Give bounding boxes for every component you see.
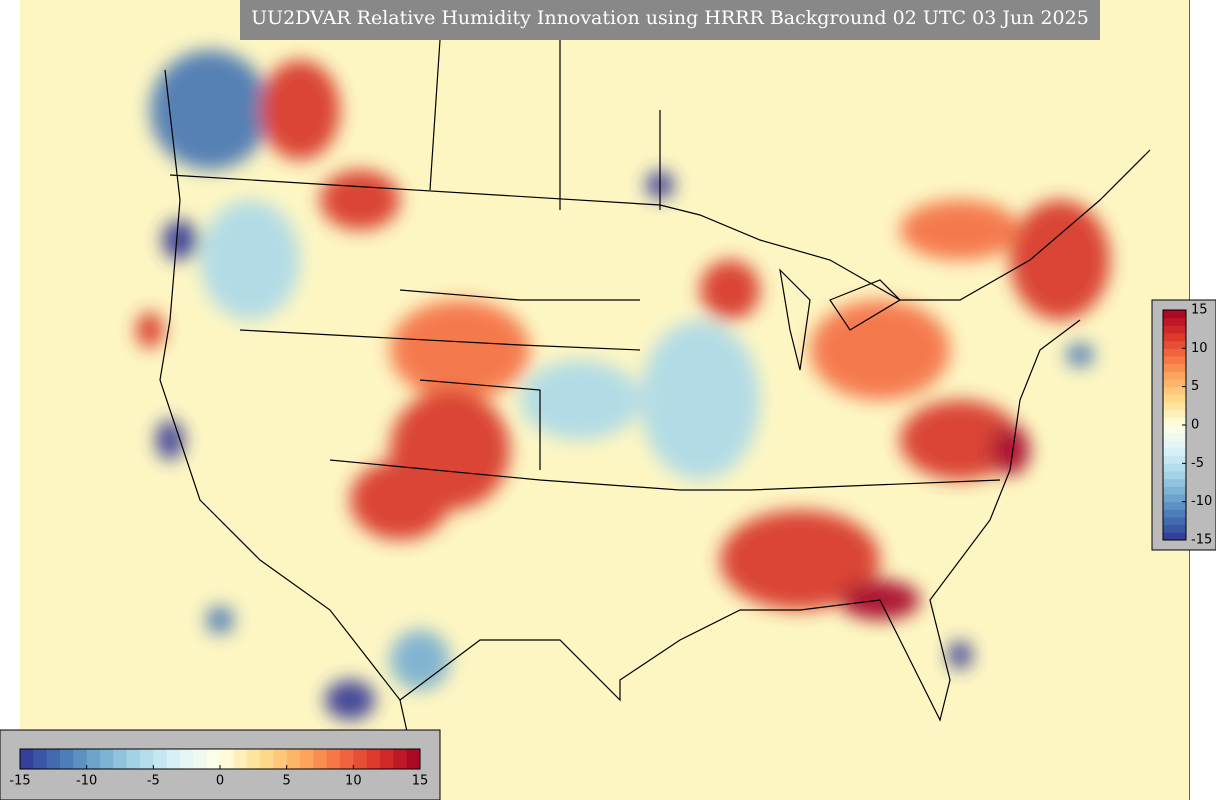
colorbar-step <box>1163 356 1186 365</box>
colorbar-step <box>140 749 154 769</box>
colorbar-step <box>1163 425 1186 434</box>
colorbar-step <box>33 749 48 769</box>
colorbar-step <box>1163 494 1186 503</box>
colorbar-step <box>220 749 234 769</box>
colorbar-step <box>1163 486 1186 495</box>
tick-label: 10 <box>345 774 362 789</box>
colorbar-step <box>1163 409 1186 418</box>
colorbar-step <box>20 749 34 769</box>
colorbar-step <box>1163 463 1186 472</box>
colorbar-step <box>1163 317 1186 326</box>
colorbar-step <box>1163 333 1186 342</box>
colorbar-step <box>273 749 288 769</box>
colorbar-step <box>113 749 128 769</box>
colorbar-step <box>326 749 341 769</box>
tick-label: 0 <box>216 774 224 789</box>
tick-label: -15 <box>9 774 30 789</box>
tick-label: 5 <box>283 774 291 789</box>
colorbar-step <box>1163 524 1186 533</box>
colorbar-step <box>86 749 101 769</box>
colorbar-step <box>1163 417 1186 426</box>
tick-label: 15 <box>1191 303 1208 318</box>
colorbar-step <box>46 749 61 769</box>
colorbar-step <box>60 749 74 769</box>
colorbar-step <box>1163 448 1186 457</box>
tick-label: -15 <box>1191 533 1212 548</box>
colorbar-step <box>1163 348 1186 357</box>
colorbar-step <box>126 749 141 769</box>
colorbar-vertical: -15 -10 -5 0 5 10 15 <box>1162 303 1212 548</box>
tick-label: -5 <box>1191 456 1204 471</box>
colorbar-step <box>1163 371 1186 380</box>
colorbar-step <box>1163 340 1186 349</box>
colorbar-step <box>1163 532 1186 541</box>
colorbar-step <box>153 749 168 769</box>
colorbar-step <box>1163 455 1186 464</box>
colorbar-step <box>1163 478 1186 487</box>
colorbar-step <box>1163 379 1186 388</box>
map-title: UU2DVAR Relative Humidity Innovation usi… <box>251 7 1089 29</box>
colorbar-step <box>1163 517 1186 526</box>
colorbar-step <box>233 749 248 769</box>
colorbar-step <box>1163 440 1186 449</box>
colorbar-step <box>180 749 194 769</box>
tick-label: 10 <box>1191 341 1208 356</box>
colorbar-step <box>246 749 261 769</box>
title-box <box>240 0 1100 40</box>
tick-label: 0 <box>1191 418 1199 433</box>
colorbar-step <box>1163 363 1186 372</box>
colorbar-step <box>1163 386 1186 395</box>
map-field <box>20 0 1190 800</box>
tick-label: -10 <box>76 774 97 789</box>
colorbar-step <box>353 749 368 769</box>
colorbar-step <box>1163 501 1186 510</box>
colorbar-step <box>313 749 328 769</box>
colorbar-step <box>166 749 181 769</box>
colorbar-step <box>380 749 394 769</box>
colorbar-horizontal: -15 -10 -5 0 5 10 15 <box>9 748 429 789</box>
colorbar-step <box>406 749 421 769</box>
colorbar-step <box>193 749 208 769</box>
colorbar-step <box>100 749 114 769</box>
colorbar-step <box>1163 432 1186 441</box>
colorbar-step <box>1163 394 1186 403</box>
colorbar-step <box>300 749 314 769</box>
colorbar-step <box>1163 509 1186 518</box>
tick-label: -5 <box>147 774 160 789</box>
colorbar-step <box>1163 310 1186 319</box>
tick-label: 5 <box>1191 379 1199 394</box>
colorbar-step <box>260 749 274 769</box>
colorbar-step <box>286 749 301 769</box>
colorbar-step <box>1163 471 1186 480</box>
colorbar-step <box>1163 325 1186 334</box>
colorbar-step <box>1163 402 1186 411</box>
colorbar-step <box>206 749 221 769</box>
tick-label: 15 <box>412 774 429 789</box>
colorbar-step <box>340 749 354 769</box>
colorbar-step <box>73 749 88 769</box>
colorbar-step <box>393 749 408 769</box>
tick-label: -10 <box>1191 494 1212 509</box>
colorbar-step <box>366 749 381 769</box>
